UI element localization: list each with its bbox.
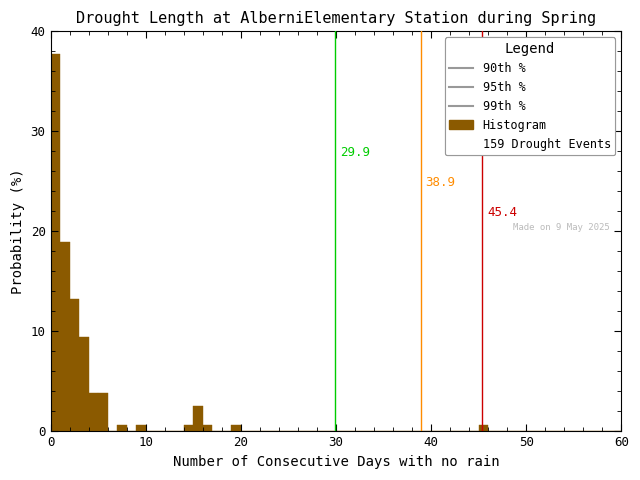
Bar — [79, 337, 88, 432]
X-axis label: Number of Consecutive Days with no rain: Number of Consecutive Days with no rain — [173, 455, 499, 469]
Bar — [98, 394, 108, 432]
Text: Made on 9 May 2025: Made on 9 May 2025 — [513, 224, 610, 232]
Bar — [184, 425, 193, 432]
Title: Drought Length at AlberniElementary Station during Spring: Drought Length at AlberniElementary Stat… — [76, 11, 596, 26]
Text: 29.9: 29.9 — [340, 146, 370, 159]
Bar — [88, 394, 98, 432]
Legend: 90th %, 95th %, 99th %, Histogram, 159 Drought Events: 90th %, 95th %, 99th %, Histogram, 159 D… — [445, 37, 616, 156]
Bar — [479, 425, 488, 432]
Bar — [51, 54, 60, 432]
Bar — [136, 425, 146, 432]
Bar — [231, 425, 241, 432]
Y-axis label: Probability (%): Probability (%) — [11, 168, 25, 294]
Bar — [203, 425, 212, 432]
Bar — [117, 425, 127, 432]
Bar — [70, 300, 79, 432]
Bar — [193, 407, 203, 432]
Bar — [60, 242, 70, 432]
Text: 45.4: 45.4 — [487, 206, 517, 219]
Text: 38.9: 38.9 — [426, 177, 456, 190]
